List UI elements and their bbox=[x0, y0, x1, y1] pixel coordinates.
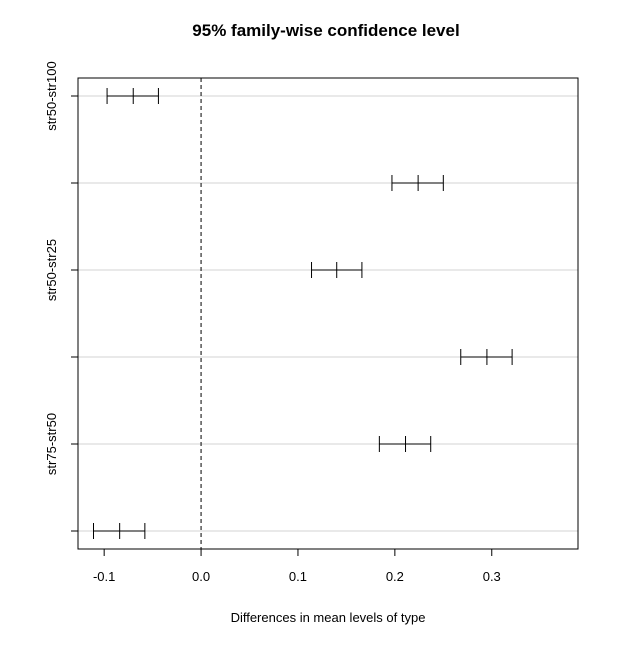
x-tick-label: -0.1 bbox=[93, 569, 115, 584]
x-axis-label: Differences in mean levels of type bbox=[231, 610, 426, 625]
x-axis: -0.1 0.0 0.1 0.2 0.3 bbox=[93, 549, 501, 584]
chart-title: 95% family-wise confidence level bbox=[192, 21, 459, 40]
intervals-layer bbox=[93, 88, 513, 539]
y-tick-label: str50-str25 bbox=[44, 239, 59, 301]
y-tick-label: str50-str100 bbox=[44, 61, 59, 130]
x-tick-label: 0.0 bbox=[192, 569, 210, 584]
confidence-interval bbox=[391, 175, 444, 191]
grid-layer bbox=[78, 95, 578, 532]
x-tick-label: 0.2 bbox=[386, 569, 404, 584]
x-tick-label: 0.3 bbox=[483, 569, 501, 584]
confidence-interval bbox=[378, 436, 432, 452]
confidence-interval bbox=[460, 349, 513, 365]
y-axis: str50-str100 str50-str25 str75-str50 bbox=[44, 61, 78, 532]
confidence-interval bbox=[93, 523, 146, 539]
x-tick-label: 0.1 bbox=[289, 569, 307, 584]
confidence-interval bbox=[311, 262, 363, 278]
plot-frame bbox=[77, 77, 579, 550]
confidence-interval bbox=[106, 88, 159, 104]
y-tick-label: str75-str50 bbox=[44, 413, 59, 475]
